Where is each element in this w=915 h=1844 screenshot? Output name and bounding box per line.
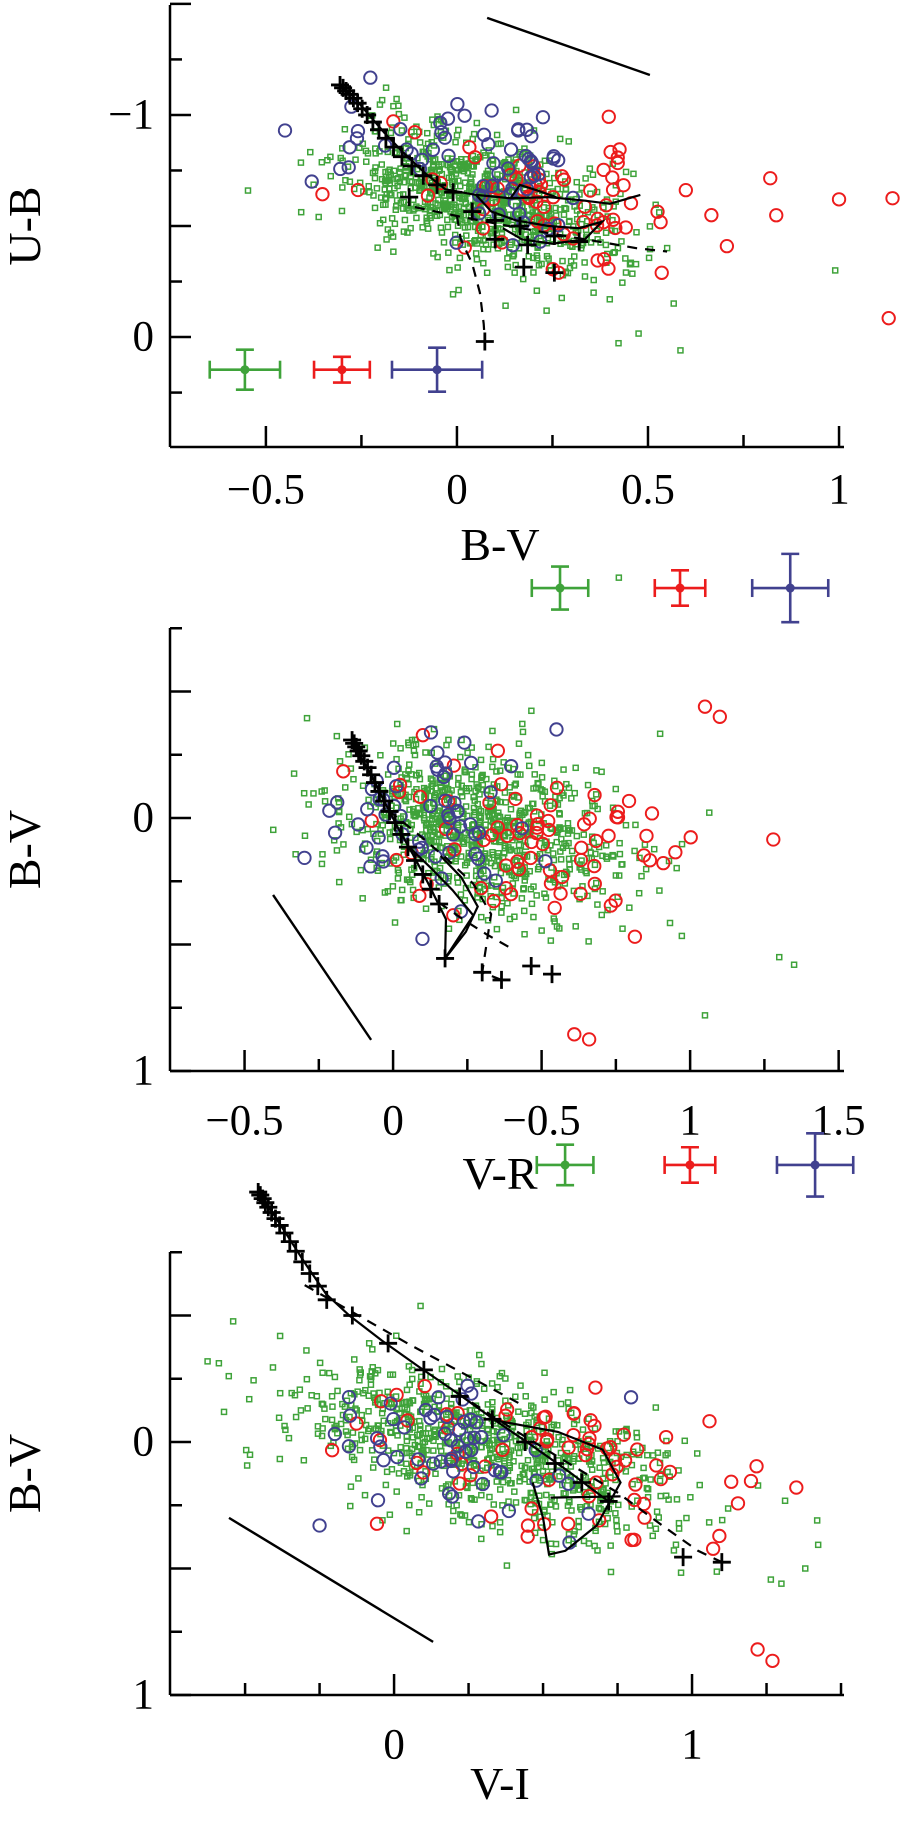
panel-2-ytick-label: 1 (133, 1672, 155, 1719)
panel-1-track-plus-markers (343, 731, 562, 989)
errorbar-red (663, 1145, 717, 1184)
panel-0-xtick-label: 1 (828, 467, 850, 514)
panel-1-tick-labels: −0.5 0 −0.5 1 1.5 0 1 (133, 795, 866, 1145)
panel-0-xtick-label: 0 (446, 467, 468, 514)
panel-0-reddening-vector (486, 16, 651, 77)
panel-1-blue-clusters (297, 722, 564, 947)
panel-0-xtick-label: 0.5 (621, 467, 675, 514)
panel-2-reddening-vector (228, 1516, 434, 1643)
errorbar-red (312, 355, 372, 384)
panel-0-axes (168, 2, 844, 449)
panel-2-axes (168, 1251, 844, 1697)
panel-1-yaxis-title: B-V (0, 810, 50, 889)
panel-0-xtick-label: −0.5 (227, 467, 305, 514)
panel-1-red-clusters (336, 699, 781, 1047)
panel-0-ytick-label: −1 (108, 91, 154, 138)
errorbar-blue (750, 552, 830, 624)
panel-1-xtick-label: 1 (679, 1098, 701, 1145)
panel-0: −0.5 0 0.5 1 −1 0 B-V U-B (0, 2, 900, 570)
panel-1-xaxis-title: V-R (463, 1148, 538, 1199)
panel-1-green-small-clusters (269, 574, 798, 1019)
errorbar-green (208, 348, 282, 391)
panel-1-xtick-label: 1.5 (812, 1098, 866, 1145)
panel-2-xtick-label: 0 (383, 1722, 405, 1769)
panel-1-axes (168, 627, 844, 1073)
errorbar-blue (775, 1132, 855, 1198)
panel-0-tick-labels: −0.5 0 0.5 1 −1 0 (108, 91, 850, 513)
panel-1-errorbar-legend (530, 552, 830, 624)
panel-2-red-clusters (324, 1378, 804, 1668)
panel-0-yaxis-title: U-B (0, 186, 50, 265)
errorbar-blue (390, 346, 484, 393)
panel-2-blue-clusters (312, 1378, 639, 1550)
panel-2-model-track (257, 1191, 723, 1564)
panel-2-xaxis-title: V-I (470, 1758, 530, 1809)
panel-0-track-plus-markers (331, 75, 589, 351)
panel-1-reddening-vector (272, 894, 373, 1041)
panel-1-xtick-label: −0.5 (206, 1098, 284, 1145)
panel-0-ytick-label: 0 (133, 314, 155, 361)
panel-2-green-small-clusters (204, 1302, 822, 1587)
panel-1-ytick-label: 1 (133, 1048, 155, 1095)
panel-1-ytick-label: 0 (133, 795, 155, 842)
panel-2-ytick-label: 0 (133, 1419, 155, 1466)
errorbar-red (653, 569, 707, 608)
panel-1-xtick-label: 0 (382, 1098, 404, 1145)
panel-1-xtick-label: −0.5 (503, 1098, 581, 1145)
panel-0-xaxis-title: B-V (460, 519, 539, 570)
panel-2-yaxis-title: B-V (0, 1434, 50, 1513)
errorbar-green (530, 565, 590, 611)
panel-0-errorbar-legend (208, 346, 484, 393)
panel-2-xtick-label: 1 (681, 1722, 703, 1769)
errorbar-green (535, 1143, 595, 1187)
panel-1: −0.5 0 −0.5 1 1.5 0 1 V-R B-V (0, 552, 866, 1199)
panel-2: 0 1 0 1 V-I B-V (0, 1132, 855, 1809)
panel-2-track-plus-markers (249, 1183, 731, 1572)
panel-2-tick-labels: 0 1 0 1 (133, 1419, 703, 1769)
panel-2-errorbar-legend (535, 1132, 855, 1198)
